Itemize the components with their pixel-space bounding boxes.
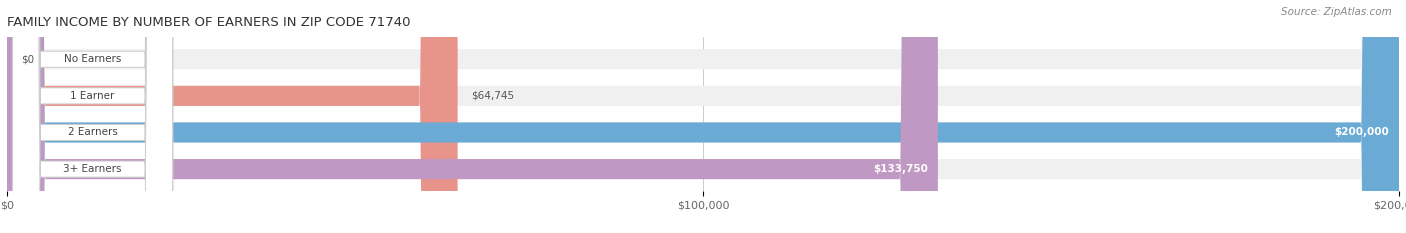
Text: $0: $0 — [21, 54, 34, 64]
Text: Source: ZipAtlas.com: Source: ZipAtlas.com — [1281, 7, 1392, 17]
Text: 2 Earners: 2 Earners — [67, 127, 118, 137]
Text: FAMILY INCOME BY NUMBER OF EARNERS IN ZIP CODE 71740: FAMILY INCOME BY NUMBER OF EARNERS IN ZI… — [7, 16, 411, 29]
FancyBboxPatch shape — [7, 0, 1399, 233]
FancyBboxPatch shape — [13, 0, 173, 233]
FancyBboxPatch shape — [7, 0, 1399, 233]
Text: 3+ Earners: 3+ Earners — [63, 164, 122, 174]
FancyBboxPatch shape — [7, 0, 938, 233]
Text: $64,745: $64,745 — [471, 91, 515, 101]
Text: No Earners: No Earners — [63, 54, 121, 64]
FancyBboxPatch shape — [7, 0, 1399, 233]
Text: $200,000: $200,000 — [1334, 127, 1389, 137]
Text: 1 Earner: 1 Earner — [70, 91, 115, 101]
Text: $133,750: $133,750 — [873, 164, 928, 174]
FancyBboxPatch shape — [13, 0, 173, 233]
FancyBboxPatch shape — [7, 0, 1399, 233]
FancyBboxPatch shape — [13, 0, 173, 233]
FancyBboxPatch shape — [7, 0, 1399, 233]
FancyBboxPatch shape — [13, 0, 173, 233]
FancyBboxPatch shape — [7, 0, 457, 233]
